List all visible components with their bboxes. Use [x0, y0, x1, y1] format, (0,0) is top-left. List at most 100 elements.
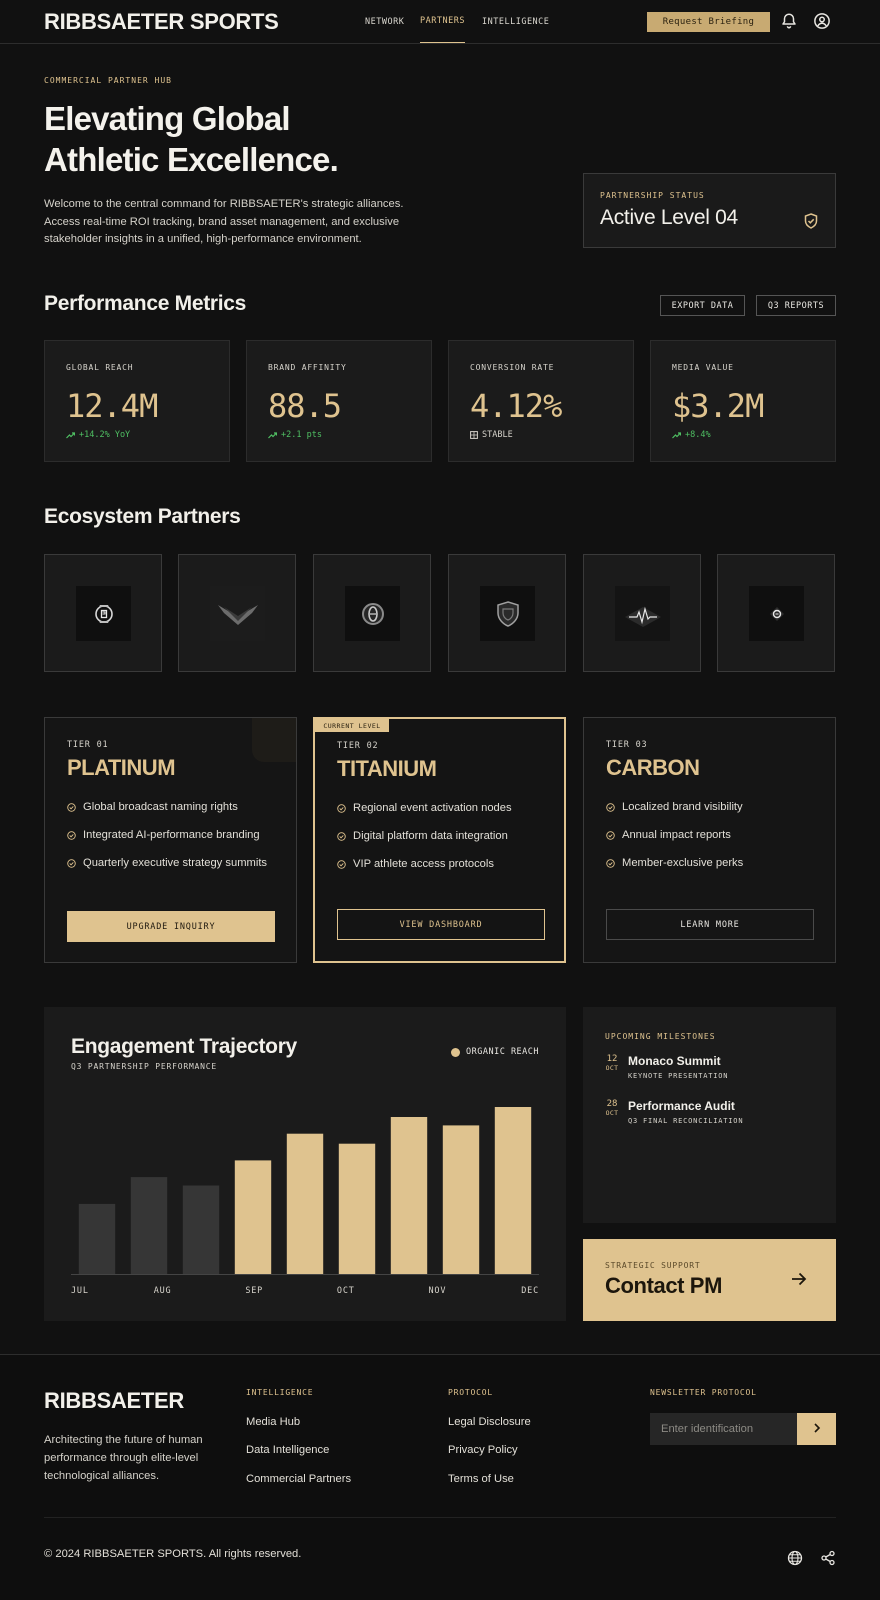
export-data-button[interactable]: EXPORT DATA: [660, 295, 745, 316]
view-dashboard-button[interactable]: VIEW DASHBOARD: [337, 909, 545, 940]
tier-feature-text: Quarterly executive strategy summits: [83, 857, 268, 869]
chart-title: Engagement Trajectory: [71, 1035, 297, 1058]
tier-name: CARBON: [606, 755, 700, 780]
chart-subtitle: Q3 PARTNERSHIP PERFORMANCE: [71, 1062, 218, 1071]
footer-link-commercial-partners[interactable]: Commercial Partners: [246, 1473, 352, 1485]
milestone-title: Monaco Summit: [628, 1054, 721, 1068]
metric-value: 88.5: [268, 387, 342, 425]
chart-x-tick-label: NOV: [429, 1286, 447, 1296]
partner-tile[interactable]: [178, 554, 296, 672]
metric-delta: +14.2% YoY: [66, 430, 130, 440]
learn-more-button[interactable]: LEARN MORE: [606, 909, 814, 940]
arrow-right-icon[interactable]: [790, 1270, 808, 1288]
watch-badge-logo: [76, 586, 131, 641]
footer-divider: [44, 1517, 836, 1518]
check-circle-icon: [606, 803, 615, 812]
metric-delta-text: +8.4%: [685, 430, 711, 440]
footer-description: Architecting the future of human perform…: [44, 1434, 203, 1482]
footer-link-media-hub[interactable]: Media Hub: [246, 1416, 301, 1428]
check-circle-icon: [337, 804, 346, 813]
tier-feature-text: Member-exclusive perks: [622, 857, 744, 869]
metric-delta-text: STABLE: [482, 430, 513, 440]
chart-bar: [182, 1185, 220, 1274]
metric-delta: STABLE: [470, 430, 513, 440]
footer-brand[interactable]: RIBBSAETER: [44, 1388, 185, 1413]
account-icon[interactable]: [813, 12, 831, 30]
footer-link-data-intelligence[interactable]: Data Intelligence: [246, 1444, 330, 1456]
upcoming-milestones-card: UPCOMING MILESTONES 12 OCT Monaco Summit…: [583, 1007, 836, 1223]
milestone-month: OCT: [605, 1109, 619, 1117]
milestone-title: Performance Audit: [628, 1099, 735, 1113]
check-circle-icon: [337, 860, 346, 869]
tier-feature-text: Regional event activation nodes: [353, 802, 512, 814]
upgrade-inquiry-button[interactable]: UPGRADE INQUIRY: [67, 911, 275, 942]
footer-link-legal-disclosure[interactable]: Legal Disclosure: [448, 1416, 531, 1428]
diamond-mark-logo: [749, 586, 804, 641]
metric-card-brand-affinity: BRAND AFFINITY 88.5 +2.1 pts: [246, 340, 432, 462]
milestone-day: 12: [606, 1054, 618, 1064]
milestone-subtitle: KEYNOTE PRESENTATION: [628, 1072, 729, 1080]
share-icon[interactable]: [820, 1550, 836, 1566]
newsletter-submit-button[interactable]: [797, 1413, 836, 1445]
metric-label: BRAND AFFINITY: [268, 363, 347, 372]
request-briefing-button[interactable]: Request Briefing: [647, 12, 770, 32]
contact-eyebrow: STRATEGIC SUPPORT: [605, 1261, 701, 1270]
chart-bar: [442, 1125, 480, 1274]
nav-network[interactable]: NETWORK: [365, 16, 405, 27]
footer-column-title: INTELLIGENCE: [246, 1388, 314, 1397]
corner-accent: [252, 718, 296, 762]
chart-legend: ORGANIC REACH: [451, 1047, 539, 1057]
hero-description: Welcome to the central command for RIBBS…: [44, 198, 404, 245]
tier-card-platinum: TIER 01 PLATINUM Global broadcast naming…: [44, 717, 297, 963]
partner-tile[interactable]: [583, 554, 701, 672]
check-circle-icon: [67, 859, 76, 868]
chart-x-tick-label: JUL: [71, 1286, 89, 1296]
tier-feature: Digital platform data integration: [337, 828, 549, 845]
bell-icon[interactable]: [780, 12, 798, 30]
partner-tile[interactable]: [44, 554, 162, 672]
newsletter-title: NEWSLETTER PROTOCOL: [650, 1388, 757, 1397]
metric-card-conversion-rate: CONVERSION RATE 4.12% STABLE: [448, 340, 634, 462]
globe-icon[interactable]: [787, 1550, 803, 1566]
copyright-text: © 2024 RIBBSAETER SPORTS. All rights res…: [44, 1548, 302, 1560]
tier-card-carbon: TIER 03 CARBON Localized brand visibilit…: [583, 717, 836, 963]
metric-value: 12.4M: [66, 387, 158, 425]
nav-partners[interactable]: PARTNERS: [420, 0, 465, 43]
check-circle-icon: [67, 831, 76, 840]
shield-check-icon: [804, 213, 818, 229]
contact-title: Contact PM: [605, 1273, 723, 1298]
chart-bar: [286, 1133, 324, 1274]
partner-tile[interactable]: [717, 554, 835, 672]
contact-pm-card[interactable]: STRATEGIC SUPPORT Contact PM: [583, 1239, 836, 1321]
chart-x-tick-label: SEP: [245, 1286, 263, 1296]
tier-feature-list: Global broadcast naming rights Integrate…: [67, 799, 279, 883]
metric-card-global-reach: GLOBAL REACH 12.4M +14.2% YoY: [44, 340, 230, 462]
metric-delta: +2.1 pts: [268, 430, 322, 440]
brand-logo[interactable]: RIBBSAETER SPORTS: [44, 9, 279, 34]
metric-delta-text: +2.1 pts: [281, 430, 322, 440]
metric-delta-text: +14.2% YoY: [79, 430, 131, 440]
q3-reports-button[interactable]: Q3 REPORTS: [756, 295, 836, 316]
metric-value: $3.2M: [672, 387, 764, 425]
partner-tile[interactable]: [313, 554, 431, 672]
check-circle-icon: [67, 803, 76, 812]
performance-metrics-title: Performance Metrics: [44, 292, 247, 315]
chart-x-tick-label: DEC: [521, 1286, 539, 1296]
chart-bar: [390, 1117, 428, 1274]
chart-bar: [130, 1177, 168, 1274]
partner-tile[interactable]: [448, 554, 566, 672]
chart-bar: [78, 1203, 116, 1274]
footer-link-privacy-policy[interactable]: Privacy Policy: [448, 1444, 518, 1456]
engagement-bar-chart: JUL AUG SEP OCT NOV DEC: [71, 1107, 539, 1296]
ring-emblem-logo: [345, 586, 400, 641]
nav-intelligence[interactable]: INTELLIGENCE: [482, 16, 550, 27]
milestone-date: 28 OCT: [605, 1099, 619, 1117]
newsletter-input[interactable]: [650, 1413, 797, 1445]
footer-link-terms-of-use[interactable]: Terms of Use: [448, 1473, 514, 1485]
tier-feature: VIP athlete access protocols: [337, 856, 549, 873]
tier-feature: Member-exclusive perks: [606, 855, 818, 872]
milestone-month: OCT: [605, 1064, 619, 1072]
check-circle-icon: [337, 832, 346, 841]
metric-value: 4.12%: [470, 387, 562, 425]
partnership-status-card: PARTNERSHIP STATUS Active Level 04: [583, 173, 836, 248]
